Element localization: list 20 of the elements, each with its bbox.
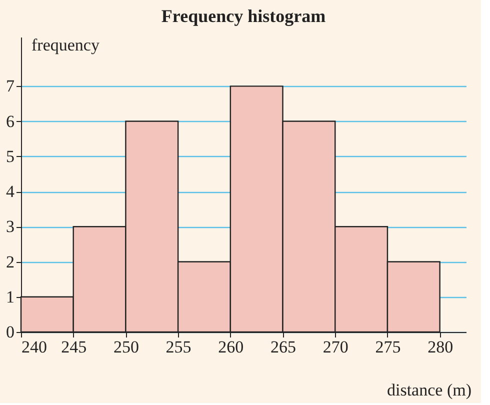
x-axis-title: distance (m) [387,380,472,400]
x-tick-label: 265 [270,338,296,356]
y-tick-label: 6 [6,112,14,131]
x-tick-label: 260 [218,338,244,356]
y-tick-label: 5 [6,146,14,166]
x-tick-label: 245 [61,338,87,356]
y-tick-label: 3 [6,217,14,236]
chart-title: Frequency histogram [161,6,326,26]
x-tick-label: 280 [428,338,454,356]
y-tick-label: 1 [6,287,14,306]
x-tick-label: 275 [375,338,401,356]
y-tick-label: 7 [6,76,15,96]
x-tick-label: 240 [22,338,47,356]
y-tick-label: 2 [6,252,14,272]
x-tick-label: 255 [166,338,192,356]
y-axis-title: frequency [32,36,100,54]
y-tick-label: 4 [6,182,15,202]
y-tick-label: 0 [6,322,14,342]
x-tick-label: 270 [322,338,348,356]
x-tick-label: 250 [113,338,139,356]
